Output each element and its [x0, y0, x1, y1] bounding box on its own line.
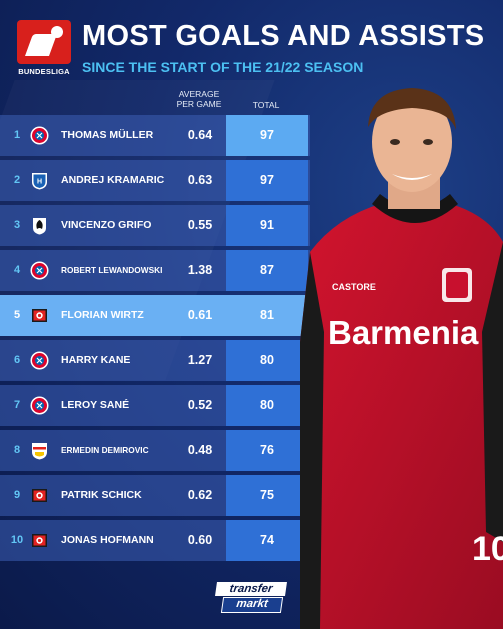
- bayern-crest-icon: [30, 126, 49, 145]
- transfermarkt-logo: transfer markt: [215, 582, 287, 613]
- svg-text:10: 10: [472, 530, 503, 568]
- player-photo: CASTORE Barmenia 10: [300, 88, 503, 629]
- row-average: 0.55: [187, 218, 213, 232]
- row-total: 75: [226, 475, 308, 516]
- row-player-name: HARRY KANE: [61, 354, 131, 366]
- leverkusen-crest-icon: [32, 534, 47, 547]
- row-total: 74: [226, 520, 308, 561]
- row-player-name: LEROY SANÉ: [61, 399, 130, 411]
- stuttgart-crest-icon: [32, 443, 47, 460]
- row-rank: 6: [13, 354, 21, 366]
- row-total: 97: [226, 115, 308, 156]
- table-row: 3 VINCENZO GRIFO 0.55 91: [0, 205, 310, 246]
- page-subtitle: SINCE THE START OF THE 21/22 SEASON: [82, 59, 364, 75]
- row-average: 1.38: [187, 263, 213, 277]
- leverkusen-crest-icon: [32, 489, 47, 502]
- row-rank: 9: [13, 489, 21, 501]
- hoffenheim-crest-icon: H: [32, 173, 47, 190]
- row-player-name: ANDREJ KRAMARIC: [61, 174, 165, 186]
- row-player-name: THOMAS MÜLLER: [61, 129, 154, 141]
- row-total: 80: [226, 340, 308, 381]
- row-player-name: PATRIK SCHICK: [61, 489, 142, 501]
- row-player-name: JONAS HOFMANN: [61, 534, 154, 546]
- row-average: 1.27: [187, 353, 213, 367]
- table-row: 2 H ANDREJ KRAMARIC 0.63 97: [0, 160, 310, 201]
- row-rank: 3: [13, 219, 21, 231]
- row-average: 0.60: [187, 533, 213, 547]
- svg-text:CASTORE: CASTORE: [332, 282, 376, 292]
- table-row: 6 HARRY KANE 1.27 80: [0, 340, 310, 381]
- row-player-name: VINCENZO GRIFO: [61, 219, 152, 231]
- svg-text:H: H: [37, 179, 42, 186]
- bundesliga-logo-label: BUNDESLIGA: [18, 67, 70, 76]
- row-total: 87: [226, 250, 308, 291]
- table-row: 10 JONAS HOFMANN 0.60 74: [0, 520, 310, 561]
- row-player-name: ERMEDIN DEMIROVIC: [61, 445, 149, 455]
- bayern-crest-icon: [30, 396, 49, 415]
- row-total: 80: [226, 385, 308, 426]
- row-player-name: FLORIAN WIRTZ: [61, 309, 144, 321]
- freiburg-crest-icon: [33, 218, 46, 235]
- page-title: MOST GOALS AND ASSISTS: [82, 20, 485, 52]
- row-total: 91: [226, 205, 308, 246]
- bundesliga-logo-icon: [17, 20, 71, 64]
- table-row: 1 THOMAS MÜLLER 0.64 97: [0, 115, 310, 156]
- bayern-crest-icon: [30, 351, 49, 370]
- row-average: 0.62: [187, 488, 213, 502]
- table-row: 9 PATRIK SCHICK 0.62 75: [0, 475, 310, 516]
- row-total: 97: [226, 160, 308, 201]
- bayern-crest-icon: [30, 261, 49, 280]
- row-rank: 5: [13, 309, 21, 321]
- table-row: 8 ERMEDIN DEMIROVIC 0.48 76: [0, 430, 310, 471]
- row-average: 0.64: [187, 128, 213, 142]
- row-rank: 7: [13, 399, 21, 411]
- row-average: 0.61: [187, 308, 213, 322]
- avg-per-game-header: AVERAGE PER GAME: [176, 89, 222, 109]
- row-average: 0.63: [187, 173, 213, 187]
- row-average: 0.48: [187, 443, 213, 457]
- total-header: TOTAL: [252, 100, 280, 110]
- row-total: 81: [226, 295, 308, 336]
- row-rank: 2: [13, 174, 21, 186]
- table-row: 7 LEROY SANÉ 0.52 80: [0, 385, 310, 426]
- row-total: 76: [226, 430, 308, 471]
- table-row: 4 ROBERT LEWANDOWSKI 1.38 87: [0, 250, 310, 291]
- row-player-name: ROBERT LEWANDOWSKI: [61, 265, 163, 275]
- leverkusen-crest-icon: [32, 309, 47, 322]
- row-rank: 1: [13, 129, 21, 141]
- svg-text:Barmenia: Barmenia: [328, 314, 479, 351]
- row-rank: 8: [13, 444, 21, 456]
- row-average: 0.52: [187, 398, 213, 412]
- row-rank: 10: [10, 534, 24, 546]
- row-rank: 4: [13, 264, 21, 276]
- table-row: 5 FLORIAN WIRTZ 0.61 81: [0, 295, 310, 336]
